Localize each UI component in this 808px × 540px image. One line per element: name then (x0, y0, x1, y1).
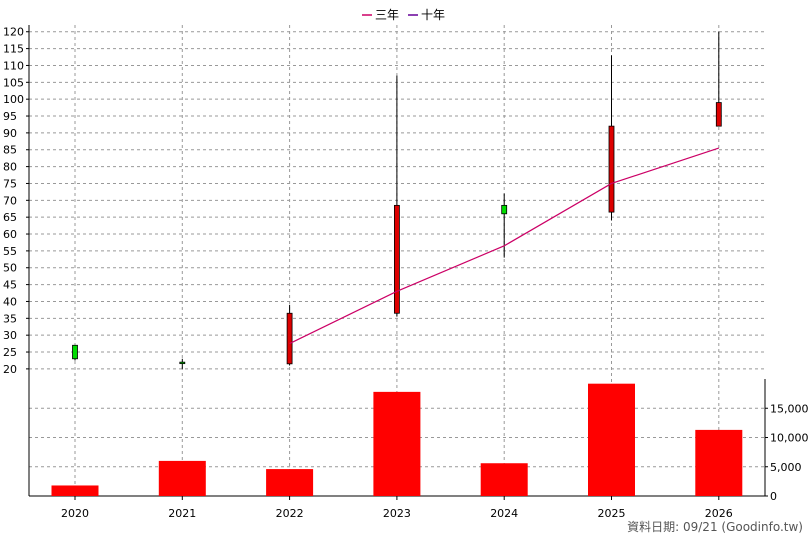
volume-bar-2022 (266, 469, 314, 496)
price-tick-label: 70 (3, 194, 17, 207)
price-tick-label: 120 (3, 26, 24, 39)
volume-tick-label: 10,000 (770, 432, 808, 445)
price-tick-label: 110 (3, 59, 24, 72)
price-tick-label: 90 (3, 127, 17, 140)
volume-tick-label: 15,000 (770, 402, 808, 415)
candle-body-2022 (286, 312, 293, 365)
legend-label-ten-year: 十年 (421, 8, 445, 22)
price-tick-label: 20 (3, 363, 17, 376)
price-tick-label: 40 (3, 295, 17, 308)
year-tick-label: 2023 (383, 507, 411, 520)
price-tick-label: 85 (3, 144, 17, 157)
price-tick-label: 35 (3, 312, 17, 325)
candle-body-2020 (72, 344, 78, 360)
price-tick-label: 60 (3, 228, 17, 241)
price-tick-label: 50 (3, 262, 17, 275)
price-tick-label: 45 (3, 279, 17, 292)
price-tick-label: 100 (3, 93, 24, 106)
price-tick-label: 105 (3, 76, 24, 89)
volume-bars (51, 383, 743, 496)
year-tick-label: 2024 (490, 507, 518, 520)
candle-body-2024 (501, 204, 508, 215)
price-tick-label: 95 (3, 110, 17, 123)
volume-bar-2020 (51, 485, 99, 496)
year-tick-label: 2022 (276, 507, 304, 520)
candle-body-2025 (608, 125, 615, 213)
price-tick-label: 115 (3, 43, 24, 56)
volume-tick-label: 5,000 (770, 461, 802, 474)
year-tick-label: 2025 (598, 507, 626, 520)
candlesticks (72, 31, 722, 369)
three-year-line-layer (289, 147, 719, 345)
data-source-footer: 資料日期: 09/21 (Goodinfo.tw) (627, 520, 803, 534)
price-tick-label: 65 (3, 211, 17, 224)
candle-body-2021 (179, 361, 186, 365)
year-tick-label: 2020 (61, 507, 89, 520)
price-tick-label: 25 (3, 346, 17, 359)
volume-bar-2026 (695, 429, 743, 496)
volume-bar-2025 (588, 383, 635, 496)
price-tick-label: 55 (3, 245, 17, 258)
volume-bar-2021 (158, 460, 206, 496)
candle-body-2023 (393, 204, 400, 314)
year-tick-label: 2026 (705, 507, 733, 520)
price-tick-label: 80 (3, 161, 17, 174)
price-tick-label: 30 (3, 329, 17, 342)
volume-bar-2023 (373, 391, 421, 496)
candle-body-2026 (715, 102, 722, 127)
three-year-line (289, 147, 719, 345)
year-tick-label: 2021 (168, 507, 196, 520)
legend: 三年 十年 (362, 8, 445, 22)
axes: 2025303540455055606570758085909510010511… (3, 25, 808, 520)
legend-label-three-year: 三年 (375, 8, 399, 22)
price-tick-label: 75 (3, 177, 17, 190)
volume-bar-2024 (480, 463, 528, 496)
volume-tick-label: 0 (770, 490, 777, 503)
